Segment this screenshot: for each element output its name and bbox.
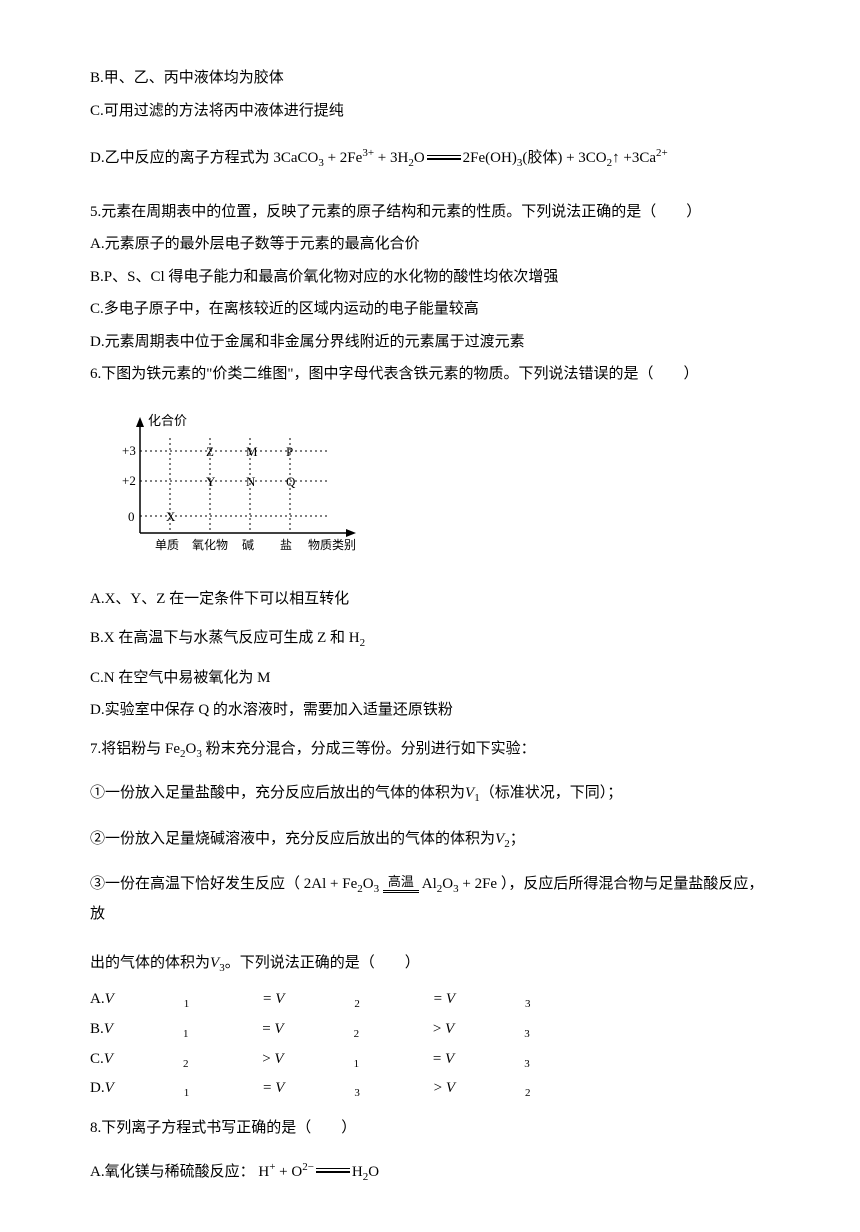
q7-sub1: ①一份放入足量盐酸中，充分反应后放出的气体的体积为V1（标准状况，下同）； xyxy=(90,779,770,809)
q6-option-b: B.X 在高温下与水蒸气反应可生成 Z 和 H2 xyxy=(90,624,770,654)
q5-option-c: C.多电子原子中，在离核较近的区域内运动的电子能量较高 xyxy=(90,295,770,324)
q5-option-a: A.元素原子的最外层电子数等于元素的最高化合价 xyxy=(90,230,770,259)
svg-text:0: 0 xyxy=(128,509,135,524)
q8-stem: 8.下列离子方程式书写正确的是（ ） xyxy=(90,1114,770,1143)
svg-text:+3: +3 xyxy=(122,443,136,458)
reaction-condition: 高温 xyxy=(383,875,419,894)
q5-option-d: D.元素周期表中位于金属和非金属分界线附近的元素属于过渡元素 xyxy=(90,328,770,357)
q7-tail: 出的气体的体积为V3。下列说法正确的是（ ） xyxy=(90,949,770,979)
svg-text:盐: 盐 xyxy=(280,538,292,552)
q7-option-a: A.V1 = V2 = V3 xyxy=(90,985,601,1015)
option-c: C.可用过滤的方法将丙中液体进行提纯 xyxy=(90,97,770,126)
svg-text:碱: 碱 xyxy=(242,538,254,552)
q5-stem: 5.元素在周期表中的位置，反映了元素的原子结构和元素的性质。下列说法正确的是（ … xyxy=(90,198,770,227)
y-axis-label: 化合价 xyxy=(148,413,187,428)
svg-text:+2: +2 xyxy=(122,473,136,488)
svg-text:M: M xyxy=(246,444,258,459)
q5-option-b: B.P、S、Cl 得电子能力和最高价氧化物对应的水化物的酸性均依次增强 xyxy=(90,263,770,292)
option-d: D.乙中反应的离子方程式为 3CaCO3 + 2Fe3+ + 3H2O2Fe(O… xyxy=(90,143,770,174)
q7-sub2: ②一份放入足量烧碱溶液中，充分反应后放出的气体的体积为V2； xyxy=(90,825,770,855)
svg-text:氧化物: 氧化物 xyxy=(192,538,228,552)
svg-text:单质: 单质 xyxy=(155,538,179,552)
q6-option-a: A.X、Y、Z 在一定条件下可以相互转化 xyxy=(90,585,770,614)
q8-option-a: A.氧化镁与稀硫酸反应： H+ + O2−H2O xyxy=(90,1157,770,1188)
q6-stem: 6.下图为铁元素的"价类二维图"，图中字母代表含铁元素的物质。下列说法错误的是（… xyxy=(90,360,770,389)
q6-option-c: C.N 在空气中易被氧化为 M xyxy=(90,664,770,693)
svg-text:物质类别: 物质类别 xyxy=(308,538,356,552)
svg-text:P: P xyxy=(286,444,293,459)
q7-options: A.V1 = V2 = V3 B.V1 = V2 > V3 C.V2 > V1 … xyxy=(90,985,770,1105)
q7-option-b: B.V1 = V2 > V3 xyxy=(90,1015,600,1045)
svg-text:N: N xyxy=(246,474,256,489)
q6-chart: 化合价 +3 +2 0 X Y Z N M Q P 单质 氧化物 碱 盐 物质类… xyxy=(100,403,380,563)
svg-text:X: X xyxy=(166,509,176,524)
q7-stem: 7.将铝粉与 Fe2O3 粉末充分混合，分成三等份。分别进行如下实验： xyxy=(90,735,770,765)
svg-text:Z: Z xyxy=(206,444,214,459)
q7-option-c: C.V2 > V1 = V3 xyxy=(90,1045,600,1075)
option-d-equation: 3CaCO3 + 2Fe3+ + 3H2O2Fe(OH)3(胶体) + 3CO2… xyxy=(273,150,667,166)
option-b: B.甲、乙、丙中液体均为胶体 xyxy=(90,64,770,93)
q7-sub3: ③一份在高温下恰好发生反应（ 2Al + Fe2O3 高温 Al2O3 + 2F… xyxy=(90,870,770,928)
q7-option-d: D.V1 = V3 > V2 xyxy=(90,1074,601,1104)
option-d-prefix: D.乙中反应的离子方程式为 xyxy=(90,150,270,166)
q6-option-d: D.实验室中保存 Q 的水溶液时，需要加入适量还原铁粉 xyxy=(90,696,770,725)
svg-text:Q: Q xyxy=(286,474,296,489)
svg-text:Y: Y xyxy=(206,474,216,489)
